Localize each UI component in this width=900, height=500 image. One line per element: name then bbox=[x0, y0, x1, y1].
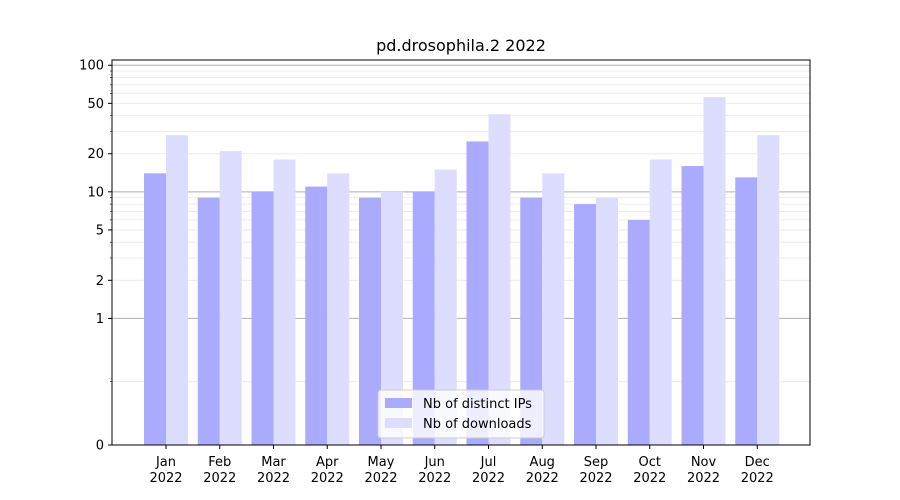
x-tick-label-year: 2022 bbox=[526, 471, 559, 486]
bar-distinct-ips-oct bbox=[627, 219, 650, 445]
x-tick-label-month: Sep bbox=[584, 455, 609, 470]
bar-downloads-nov bbox=[703, 97, 726, 446]
x-tick-label-month: Jan bbox=[155, 455, 176, 470]
x-tick-label-month: Jul bbox=[480, 455, 497, 470]
bar-distinct-ips-aug bbox=[520, 197, 543, 445]
x-tick-label-month: Dec bbox=[745, 455, 770, 470]
bar-downloads-dec bbox=[757, 135, 780, 445]
x-tick-label-month: Jun bbox=[424, 455, 445, 470]
x-tick-label-year: 2022 bbox=[741, 471, 774, 486]
y-tick-label: 50 bbox=[87, 97, 104, 112]
y-tick-label: 20 bbox=[87, 147, 104, 162]
bar-distinct-ips-mar bbox=[251, 191, 274, 445]
legend: Nb of distinct IPs Nb of downloads bbox=[377, 389, 545, 439]
x-tick-label-month: May bbox=[368, 455, 395, 470]
x-tick-label-year: 2022 bbox=[149, 471, 182, 486]
x-tick-label-year: 2022 bbox=[203, 471, 236, 486]
bar-distinct-ips-feb bbox=[197, 197, 220, 445]
bar-distinct-ips-jul bbox=[466, 141, 489, 445]
bar-distinct-ips-dec bbox=[735, 177, 758, 446]
x-tick-label-year: 2022 bbox=[579, 471, 612, 486]
x-tick-label-month: Oct bbox=[639, 455, 661, 470]
chart-title: pd.drosophila.2 2022 bbox=[376, 36, 546, 55]
bar-downloads-aug bbox=[542, 173, 565, 445]
x-axis: Jan2022Feb2022Mar2022Apr2022May2022Jun20… bbox=[149, 445, 774, 486]
y-tick-label: 2 bbox=[96, 274, 104, 289]
bar-downloads-oct bbox=[649, 159, 672, 445]
x-tick-label-year: 2022 bbox=[257, 471, 290, 486]
y-tick-label: 5 bbox=[96, 223, 104, 238]
bar-distinct-ips-jan bbox=[144, 173, 166, 445]
y-axis: 0 1 2 5 10 20 50 100 bbox=[79, 59, 112, 454]
x-tick-label-year: 2022 bbox=[472, 471, 505, 486]
legend-label: Nb of downloads bbox=[423, 417, 532, 432]
bar-downloads-feb bbox=[219, 151, 242, 445]
bar-distinct-ips-jun bbox=[412, 191, 435, 445]
legend-swatch bbox=[385, 398, 412, 408]
legend-box bbox=[377, 389, 545, 439]
bar-downloads-jul bbox=[488, 114, 511, 445]
y-tick-label: 0 bbox=[96, 439, 104, 454]
bar-downloads-sep bbox=[596, 197, 618, 445]
x-tick-label-year: 2022 bbox=[311, 471, 344, 486]
plot-frame bbox=[111, 59, 811, 446]
bar-downloads-may bbox=[381, 191, 403, 445]
x-tick-label-month: Apr bbox=[316, 455, 339, 470]
y-tick-label: 100 bbox=[79, 59, 104, 74]
x-tick-label-year: 2022 bbox=[633, 471, 666, 486]
bar-downloads-mar bbox=[273, 159, 296, 445]
x-tick-label-year: 2022 bbox=[364, 471, 397, 486]
x-tick-label-year: 2022 bbox=[418, 471, 451, 486]
bar-downloads-jun bbox=[434, 169, 457, 445]
x-tick-label-month: Feb bbox=[208, 455, 231, 470]
legend-swatch bbox=[385, 418, 412, 428]
y-tick-label: 10 bbox=[87, 185, 104, 200]
bar-distinct-ips-sep bbox=[574, 204, 596, 445]
x-tick-label-year: 2022 bbox=[687, 471, 720, 486]
y-tick-label: 1 bbox=[96, 312, 104, 327]
bar-distinct-ips-may bbox=[359, 197, 381, 445]
x-tick-label-month: Nov bbox=[691, 455, 717, 470]
bars bbox=[144, 97, 780, 446]
x-tick-label-month: Aug bbox=[530, 455, 555, 470]
bar-distinct-ips-nov bbox=[681, 165, 704, 446]
bar-downloads-apr bbox=[327, 173, 350, 445]
bar-downloads-jan bbox=[166, 135, 188, 445]
legend-label: Nb of distinct IPs bbox=[423, 397, 532, 412]
bar-distinct-ips-apr bbox=[305, 186, 328, 446]
x-tick-label-month: Mar bbox=[261, 455, 286, 470]
